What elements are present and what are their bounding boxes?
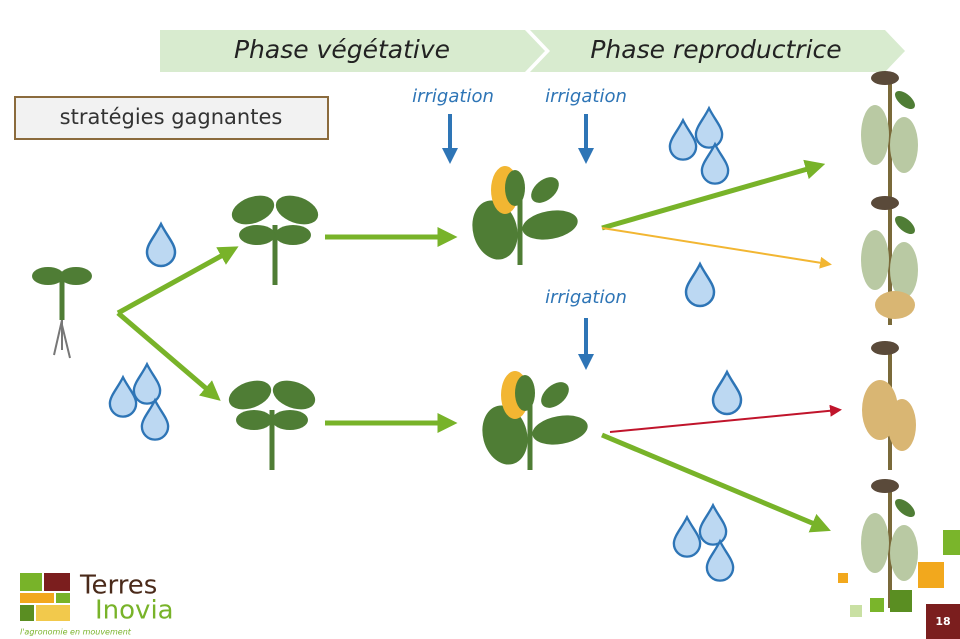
logo-tagline: l'agronomie en mouvement (20, 628, 132, 637)
phase-label: Phase reproductrice (590, 35, 841, 64)
irrigation-label: irrigation (545, 86, 627, 107)
logo (20, 573, 70, 621)
slide: Phase végétative Phase reproductrice str… (0, 0, 960, 639)
page-number: 18 (935, 615, 950, 628)
plants (32, 71, 918, 608)
phase-label: Phase végétative (234, 35, 450, 64)
logo-name: Inovia (95, 596, 174, 626)
label: stratégies gagnantes (60, 105, 283, 129)
irrigation-label: irrigation (545, 287, 627, 308)
irrigation-label: irrigation (412, 86, 494, 107)
water-drops (110, 108, 741, 580)
